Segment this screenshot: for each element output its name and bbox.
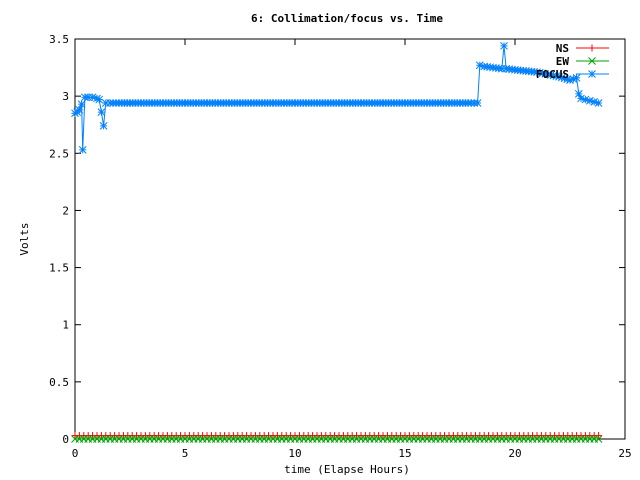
focus-point — [500, 42, 508, 50]
chart-title: 6: Collimation/focus vs. Time — [251, 12, 443, 25]
y-tick-label: 1.5 — [49, 262, 69, 275]
focus-point — [88, 93, 97, 102]
x-tick-label: 0 — [72, 447, 79, 460]
focus-point — [97, 108, 106, 116]
y-tick-label: 2 — [62, 204, 69, 217]
x-axis-label: time (Elapse Hours) — [284, 463, 410, 476]
focus-point — [594, 99, 603, 107]
y-tick-label: 0.5 — [49, 376, 69, 389]
focus-point — [572, 74, 581, 82]
x-tick-label: 20 — [508, 447, 521, 460]
y-tick-label: 2.5 — [49, 147, 69, 160]
x-tick-label: 25 — [618, 447, 631, 460]
legend-marker-focus — [588, 70, 596, 78]
focus-point — [475, 61, 484, 70]
focus-point — [581, 95, 590, 104]
focus-point — [99, 122, 108, 130]
y-tick-label: 1 — [62, 319, 69, 332]
y-axis-label: Volts — [18, 222, 31, 255]
legend-label-focus: FOCUS — [536, 68, 569, 81]
focus-point — [574, 90, 583, 98]
legend-label-ew: EW — [556, 55, 570, 68]
focus-point — [473, 99, 482, 107]
focus-point — [77, 100, 86, 108]
focus-point — [78, 146, 87, 154]
x-tick-label: 15 — [398, 447, 411, 460]
ew-point — [594, 435, 603, 443]
plot-area — [71, 42, 603, 443]
y-tick-label: 3.5 — [49, 33, 69, 46]
focus-point — [95, 95, 104, 104]
ns-point — [595, 432, 603, 440]
y-tick-label: 3 — [62, 90, 69, 103]
plot-frame — [74, 38, 626, 440]
x-tick-label: 10 — [288, 447, 301, 460]
focus-point — [585, 96, 594, 105]
axis-ticks: 0 5 10 15 20 25 0 0.5 1 1.5 2 2.5 3 3.5 — [49, 33, 632, 460]
legend-label-ns: NS — [556, 42, 569, 55]
x-tick-label: 5 — [182, 447, 189, 460]
legend-marker-ns — [588, 44, 596, 52]
focus-series-line — [74, 45, 599, 150]
y-tick-label: 0 — [62, 433, 69, 446]
focus-point — [590, 98, 599, 106]
legend-marker-ew — [588, 57, 596, 65]
focus-point — [577, 94, 585, 103]
